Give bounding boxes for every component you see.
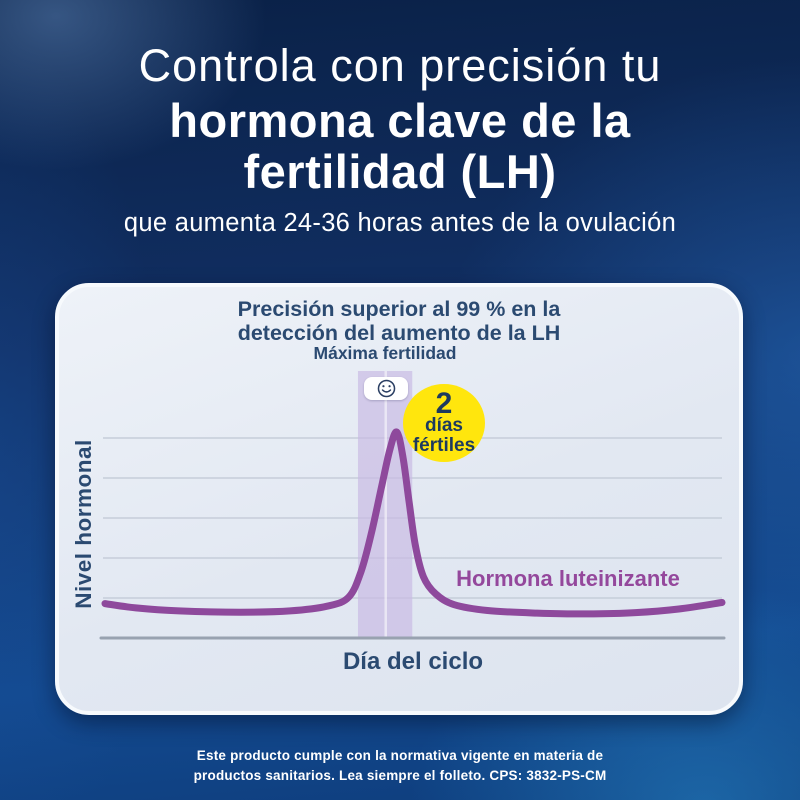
headline-block: Controla con precisión tu hormona clave … xyxy=(0,41,800,238)
series-label-luteinizing-hormone: Hormona luteinizante xyxy=(456,566,680,591)
headline-subtitle: que aumenta 24-36 horas antes de la ovul… xyxy=(123,208,677,237)
ovulation-test-result-pill xyxy=(364,377,408,400)
max-fertility-label: Máxima fertilidad xyxy=(313,343,457,363)
fertile-days-count: 2 xyxy=(435,386,453,420)
disclaimer-line1: Este producto cumple con la normativa vi… xyxy=(196,748,604,763)
chart-card: Precisión superior al 99 % en la detecci… xyxy=(55,283,743,715)
fertile-days-unit2: fértiles xyxy=(412,434,476,456)
fertile-days-unit1: días xyxy=(424,415,464,437)
headline-bold-lines: hormona clave de la fertilidad (LH) xyxy=(0,93,800,198)
chart-title-line1: Precisión superior al 99 % en la xyxy=(237,297,561,321)
chart-title: Precisión superior al 99 % en la detecci… xyxy=(59,297,739,345)
headline-bold-line2: fertilidad (LH) xyxy=(243,144,557,198)
headline-bold-line1: hormona clave de la xyxy=(169,93,631,147)
x-axis-label: Día del ciclo xyxy=(342,648,484,675)
regulatory-disclaimer: Este producto cumple con la normativa vi… xyxy=(0,746,800,785)
lh-chart: Precisión superior al 99 % en la detecci… xyxy=(59,287,739,711)
disclaimer-line2: productos sanitarios. Lea siempre el fol… xyxy=(193,767,607,783)
smiley-icon xyxy=(377,379,395,398)
headline-light-line: Controla con precisión tu xyxy=(138,40,662,91)
chart-title-line2: detección del aumento de la LH xyxy=(237,321,561,346)
y-axis-label: Nivel hormonal xyxy=(71,439,96,609)
fertile-days-badge: 2 días fértiles xyxy=(403,384,485,462)
